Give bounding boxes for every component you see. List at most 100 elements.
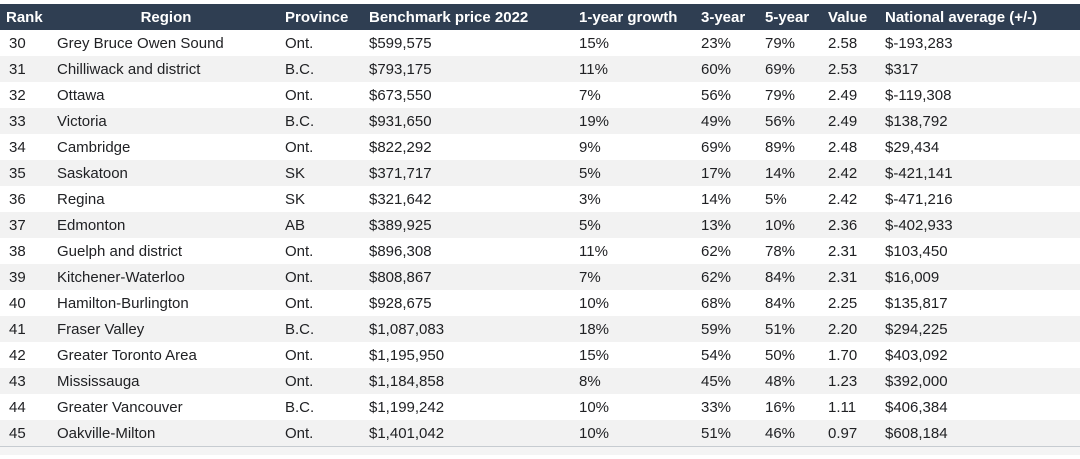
cell-province: Ont. [285,294,314,312]
cell-national-average: $29,434 [885,138,940,156]
cell-value: 2.53 [828,60,858,78]
cell-province: SK [285,190,306,208]
column-header-3-year: 3-year [696,4,760,30]
cell-region: Greater Toronto Area [57,346,197,364]
cell-value: 2.42 [828,190,858,208]
table-row: 37 Edmonton AB $389,925 5% 13% 10% 2.36 $-402,93… [0,212,1080,238]
cell-value: 1.70 [828,346,858,364]
cell-region: Edmonton [57,216,126,234]
column-header-region: Region [52,4,280,30]
table-row: 42 Greater Toronto Area Ont. $1,195,950 15% 5… [0,342,1080,368]
cell-3-year: 68% [701,294,732,312]
cell-benchmark-price-2022: $822,292 [369,138,432,156]
column-header-rank: Rank [0,4,52,30]
cell-rank: 34 [9,138,26,156]
cell-value: 0.97 [828,424,858,442]
cell-5-year: 84% [765,268,796,286]
cell-rank: 31 [9,60,26,78]
cell-province: Ont. [285,268,314,286]
cell-rank: 32 [9,86,26,104]
cell-national-average: $392,000 [885,372,948,390]
cell-3-year: 69% [701,138,732,156]
cell-1-year-growth: 11% [579,60,608,78]
cell-benchmark-price-2022: $1,184,858 [369,372,445,390]
cell-1-year-growth: 11% [579,242,608,260]
cell-benchmark-price-2022: $1,087,083 [369,320,445,338]
cell-5-year: 16% [765,398,796,416]
cell-5-year: 46% [765,424,796,442]
cell-1-year-growth: 10% [579,398,610,416]
cell-value: 2.42 [828,164,858,182]
cell-3-year: 14% [701,190,732,208]
cell-rank: 39 [9,268,26,286]
table-row: 39 Kitchener-Waterloo Ont. $808,867 7% 62% 84%… [0,264,1080,290]
table-row: 31 Chilliwack and district B.C. $793,175 11%… [0,56,1080,82]
cell-5-year: 69% [765,60,796,78]
cell-value: 1.11 [828,398,857,416]
cell-5-year: 56% [765,112,796,130]
cell-region: Ottawa [57,86,105,104]
cell-1-year-growth: 3% [579,190,601,208]
cell-province: B.C. [285,398,315,416]
cell-1-year-growth: 10% [579,424,610,442]
cell-1-year-growth: 9% [579,138,601,156]
cell-5-year: 84% [765,294,796,312]
cell-3-year: 13% [701,216,732,234]
cell-1-year-growth: 15% [579,34,610,52]
table-row: 41 Fraser Valley B.C. $1,087,083 18% 59% 51% 2.… [0,316,1080,342]
table-header: Rank Region Province Benchmark price 2022 1-… [0,4,1080,30]
table-row: 43 Mississauga Ont. $1,184,858 8% 45% 48% 1.23 $… [0,368,1080,394]
cell-rank: 38 [9,242,26,260]
cell-5-year: 10% [765,216,796,234]
bottom-strip [0,446,1080,455]
cell-national-average: $135,817 [885,294,948,312]
cell-value: 2.36 [828,216,858,234]
cell-5-year: 78% [765,242,796,260]
cell-benchmark-price-2022: $389,925 [369,216,432,234]
cell-region: Grey Bruce Owen Sound [57,34,224,52]
cell-benchmark-price-2022: $673,550 [369,86,432,104]
cell-region: Guelph and district [57,242,183,260]
cell-province: Ont. [285,138,314,156]
table-row: 30 Grey Bruce Owen Sound Ont. $599,575 15% 23… [0,30,1080,56]
column-header-province: Province [280,4,364,30]
cell-value: 2.31 [828,268,858,286]
cell-1-year-growth: 5% [579,216,601,234]
cell-national-average: $-193,283 [885,34,953,52]
cell-5-year: 48% [765,372,796,390]
cell-national-average: $294,225 [885,320,948,338]
cell-5-year: 50% [765,346,796,364]
cell-benchmark-price-2022: $931,650 [369,112,432,130]
cell-province: AB [285,216,306,234]
cell-3-year: 17% [701,164,732,182]
table-row: 44 Greater Vancouver B.C. $1,199,242 10% 33% 1… [0,394,1080,420]
cell-value: 2.58 [828,34,858,52]
cell-region: Saskatoon [57,164,128,182]
cell-1-year-growth: 15% [579,346,610,364]
cell-5-year: 5% [765,190,787,208]
table-header-row: Rank Region Province Benchmark price 2022 1-… [0,4,1080,30]
cell-national-average: $406,384 [885,398,948,416]
cell-1-year-growth: 10% [579,294,610,312]
cell-3-year: 54% [701,346,732,364]
column-header-benchmark-price-2022: Benchmark price 2022 [364,4,574,30]
cell-rank: 45 [9,424,26,442]
cell-rank: 33 [9,112,26,130]
cell-national-average: $-471,216 [885,190,953,208]
cell-5-year: 79% [765,86,796,104]
cell-province: Ont. [285,424,314,442]
cell-benchmark-price-2022: $1,195,950 [369,346,445,364]
cell-1-year-growth: 7% [579,268,601,286]
cell-national-average: $-402,933 [885,216,953,234]
cell-region: Cambridge [57,138,131,156]
cell-province: B.C. [285,320,315,338]
cell-rank: 40 [9,294,26,312]
cell-benchmark-price-2022: $599,575 [369,34,432,52]
cell-value: 2.31 [828,242,858,260]
cell-rank: 37 [9,216,26,234]
cell-benchmark-price-2022: $928,675 [369,294,432,312]
cell-national-average: $403,092 [885,346,948,364]
column-header-value: Value [823,4,880,30]
cell-province: B.C. [285,112,315,130]
cell-3-year: 49% [701,112,732,130]
